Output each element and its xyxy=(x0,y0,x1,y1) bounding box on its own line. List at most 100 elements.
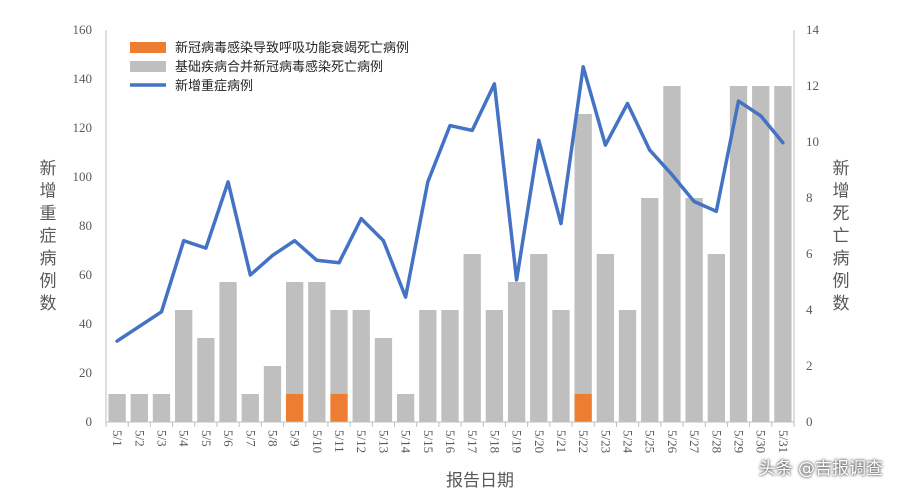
line-point-5/22 xyxy=(581,65,585,69)
bar-basic-disease-5/19 xyxy=(507,282,526,422)
bar-basic-disease-5/24 xyxy=(618,310,637,422)
line-point-5/18 xyxy=(492,82,496,86)
line-point-5/13 xyxy=(381,239,385,243)
bar-basic-disease-5/22 xyxy=(574,114,592,394)
line-point-5/15 xyxy=(426,180,430,184)
bar-basic-disease-5/29 xyxy=(729,86,748,422)
x-tick-label: 5/22 xyxy=(576,430,591,453)
x-tick-label: 5/3 xyxy=(154,430,169,447)
x-tick-label: 5/31 xyxy=(776,430,791,453)
x-tick-label: 5/13 xyxy=(376,430,391,453)
x-tick-label: 5/7 xyxy=(243,430,258,447)
y2-tick-label: 6 xyxy=(806,246,813,261)
x-tick-label: 5/12 xyxy=(354,430,369,453)
x-tick-label: 5/24 xyxy=(621,430,636,454)
line-point-5/11 xyxy=(337,261,341,265)
series-line-new-severe xyxy=(115,65,785,343)
line-point-5/16 xyxy=(448,124,452,128)
bar-basic-disease-5/23 xyxy=(596,254,615,422)
legend-label-new-severe: 新增重症病例 xyxy=(175,78,253,94)
bar-basic-disease-5/30 xyxy=(752,86,770,422)
x-tick-label: 5/21 xyxy=(554,430,569,453)
bar-basic-disease-5/8 xyxy=(263,366,282,422)
bar-basic-disease-5/17 xyxy=(463,254,481,422)
y-tick-label: 20 xyxy=(79,365,92,380)
bar-basic-disease-5/16 xyxy=(441,310,459,422)
y2-tick-label: 12 xyxy=(806,78,819,93)
x-tick-label: 5/2 xyxy=(132,430,147,447)
bar-basic-disease-5/28 xyxy=(707,254,725,422)
ticks-layer: 0 20 40 60 80 100 120 140 160 0 2 4 6 8 10 12 14 5/1 5/2 5/… xyxy=(73,22,820,454)
bar-basic-disease-5/11 xyxy=(330,310,348,394)
bar-basic-disease-5/21 xyxy=(552,310,570,422)
line-point-5/4 xyxy=(182,239,186,243)
x-tick-label: 5/14 xyxy=(399,430,414,454)
line-point-5/12 xyxy=(359,217,363,221)
x-tick-label: 5/18 xyxy=(487,430,502,453)
line-point-5/1 xyxy=(115,339,119,343)
line-point-5/25 xyxy=(648,148,652,152)
y-tick-label: 120 xyxy=(73,120,93,135)
y-tick-label: 80 xyxy=(79,218,92,233)
y2-tick-label: 14 xyxy=(806,22,820,37)
bar-basic-disease-5/18 xyxy=(485,310,504,422)
line-point-5/29 xyxy=(737,99,741,103)
y-tick-label: 100 xyxy=(73,169,93,184)
line-point-5/24 xyxy=(626,102,630,105)
y2-tick-label: 8 xyxy=(806,190,813,205)
axes-layer xyxy=(105,30,795,427)
x-tick-label: 5/28 xyxy=(709,430,724,453)
y-tick-label: 160 xyxy=(73,22,93,37)
bar-respiratory-failure-5/11 xyxy=(330,394,348,422)
line-point-5/26 xyxy=(670,173,674,177)
line-point-5/14 xyxy=(404,295,408,299)
bar-basic-disease-5/27 xyxy=(685,198,703,422)
bar-basic-disease-5/2 xyxy=(130,394,148,422)
y2-tick-label: 2 xyxy=(806,358,813,373)
y-tick-label: 140 xyxy=(73,71,93,86)
legend-swatch-respiratory-failure xyxy=(130,42,166,53)
bar-basic-disease-5/20 xyxy=(530,254,548,422)
y-tick-label: 0 xyxy=(86,414,93,429)
x-tick-label: 5/11 xyxy=(332,430,347,453)
bar-basic-disease-5/14 xyxy=(396,394,415,422)
legend-swatch-basic-disease xyxy=(130,61,166,72)
bar-basic-disease-5/10 xyxy=(308,282,326,422)
line-point-5/27 xyxy=(692,200,696,203)
bar-respiratory-failure-5/22 xyxy=(574,394,592,422)
line-point-5/8 xyxy=(270,253,274,257)
x-tick-label: 5/27 xyxy=(687,430,702,454)
bar-basic-disease-5/25 xyxy=(641,198,659,422)
bar-basic-disease-5/3 xyxy=(152,394,171,422)
line-point-5/31 xyxy=(781,141,785,145)
y2-tick-label: 4 xyxy=(806,302,813,317)
bar-basic-disease-5/26 xyxy=(663,86,681,422)
x-tick-label: 5/5 xyxy=(199,430,214,447)
x-tick-label: 5/15 xyxy=(421,430,436,453)
x-tick-label: 5/29 xyxy=(732,430,747,453)
line-point-5/23 xyxy=(603,143,607,147)
bar-basic-disease-5/9 xyxy=(285,282,304,394)
line-point-5/6 xyxy=(226,180,230,184)
x-axis-title: 报告日期 xyxy=(446,471,514,491)
x-tick-label: 5/4 xyxy=(177,430,192,447)
legend-label-respiratory-failure: 新冠病毒感染导致呼吸功能衰竭死亡病例 xyxy=(175,40,409,56)
line-point-5/19 xyxy=(515,278,519,282)
bar-basic-disease-5/7 xyxy=(241,394,259,422)
line-point-5/28 xyxy=(714,209,718,213)
x-tick-label: 5/17 xyxy=(465,430,480,454)
x-tick-label: 5/9 xyxy=(288,430,303,447)
line-point-5/30 xyxy=(759,114,763,118)
line-point-5/20 xyxy=(537,138,541,142)
bar-basic-disease-5/6 xyxy=(219,282,237,422)
x-tick-label: 5/6 xyxy=(221,430,236,447)
x-tick-label: 5/1 xyxy=(110,430,125,447)
bar-basic-disease-5/31 xyxy=(774,86,792,422)
x-tick-label: 5/26 xyxy=(665,430,680,454)
y2-axis-title: 新增死亡病例数 xyxy=(833,159,850,314)
line-point-5/9 xyxy=(293,239,297,243)
line-point-5/21 xyxy=(559,222,563,226)
line-point-5/2 xyxy=(137,324,141,328)
